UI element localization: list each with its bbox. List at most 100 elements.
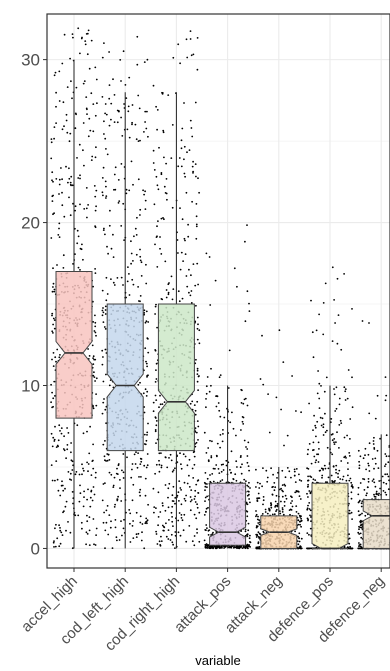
data-point xyxy=(179,268,182,271)
data-point xyxy=(174,547,176,549)
data-point xyxy=(66,131,69,134)
data-point xyxy=(146,434,148,436)
data-point xyxy=(92,467,95,470)
data-point xyxy=(348,542,351,545)
data-point xyxy=(145,360,147,363)
data-point xyxy=(105,113,108,116)
data-point xyxy=(225,459,228,462)
data-point xyxy=(367,480,370,483)
data-point xyxy=(86,498,88,501)
data-point xyxy=(317,461,320,463)
data-point xyxy=(104,305,107,308)
data-point xyxy=(246,494,249,497)
data-point xyxy=(134,123,137,126)
data-point xyxy=(171,505,174,508)
data-point xyxy=(290,502,292,504)
data-point xyxy=(177,531,180,534)
data-point xyxy=(167,283,170,286)
data-point xyxy=(286,434,289,437)
data-point xyxy=(60,432,63,435)
data-point xyxy=(153,511,155,514)
data-point xyxy=(172,288,175,290)
data-point xyxy=(87,204,89,206)
data-point xyxy=(145,263,147,266)
data-point xyxy=(147,503,150,506)
data-point xyxy=(160,298,163,300)
data-point xyxy=(348,509,351,512)
data-point xyxy=(106,153,109,156)
data-point xyxy=(140,261,143,264)
data-point xyxy=(171,470,174,473)
data-point xyxy=(191,135,194,138)
data-point xyxy=(191,200,194,203)
data-point xyxy=(204,489,206,492)
data-point xyxy=(246,484,249,487)
box-defence_neg xyxy=(362,434,390,549)
data-point xyxy=(184,499,187,502)
data-point xyxy=(310,299,312,302)
data-point xyxy=(91,460,94,462)
data-point xyxy=(371,458,374,460)
data-point xyxy=(94,195,97,198)
data-point xyxy=(102,321,105,323)
data-point xyxy=(143,406,146,408)
data-point xyxy=(257,492,260,495)
data-point xyxy=(92,357,94,359)
data-point xyxy=(326,446,329,449)
data-point xyxy=(138,300,140,302)
data-point xyxy=(112,233,114,236)
box-cod_left_high xyxy=(106,92,144,549)
data-point xyxy=(146,519,149,522)
data-point xyxy=(138,491,141,494)
data-point xyxy=(314,424,317,427)
data-point xyxy=(293,470,296,473)
data-point xyxy=(143,309,146,312)
data-point xyxy=(288,470,291,473)
data-point xyxy=(116,467,118,470)
data-point xyxy=(130,476,133,479)
data-point xyxy=(298,473,300,476)
data-point xyxy=(127,266,129,268)
data-point xyxy=(194,427,197,429)
data-point xyxy=(79,492,82,495)
data-point xyxy=(285,497,288,500)
data-point xyxy=(192,160,195,163)
data-point xyxy=(114,526,117,529)
data-point xyxy=(156,266,159,268)
data-point xyxy=(50,157,53,160)
data-point xyxy=(344,390,347,393)
data-point xyxy=(262,499,265,502)
data-point xyxy=(79,52,81,55)
data-point xyxy=(376,394,379,397)
data-point xyxy=(255,536,258,538)
data-point xyxy=(257,542,260,545)
data-point xyxy=(194,489,197,492)
data-point xyxy=(142,189,145,192)
data-point xyxy=(386,473,389,476)
data-point xyxy=(232,546,235,549)
data-point xyxy=(146,431,149,434)
data-point xyxy=(316,392,319,395)
data-point xyxy=(340,422,343,424)
data-point xyxy=(79,174,81,177)
data-point xyxy=(365,468,367,471)
data-point xyxy=(108,51,110,53)
data-point xyxy=(245,480,247,482)
data-point xyxy=(368,442,371,445)
data-point xyxy=(192,53,195,56)
data-point xyxy=(197,283,200,286)
data-point xyxy=(385,482,388,485)
data-point xyxy=(147,351,150,354)
data-point xyxy=(258,545,261,548)
data-point xyxy=(246,543,249,546)
data-point xyxy=(239,466,242,469)
data-point xyxy=(108,124,111,127)
data-point xyxy=(378,480,381,482)
box-body xyxy=(106,303,144,452)
data-point xyxy=(364,454,366,457)
data-point xyxy=(85,107,88,110)
data-point xyxy=(212,480,215,483)
data-point xyxy=(113,121,116,123)
data-point xyxy=(163,529,165,532)
data-point xyxy=(255,515,257,518)
